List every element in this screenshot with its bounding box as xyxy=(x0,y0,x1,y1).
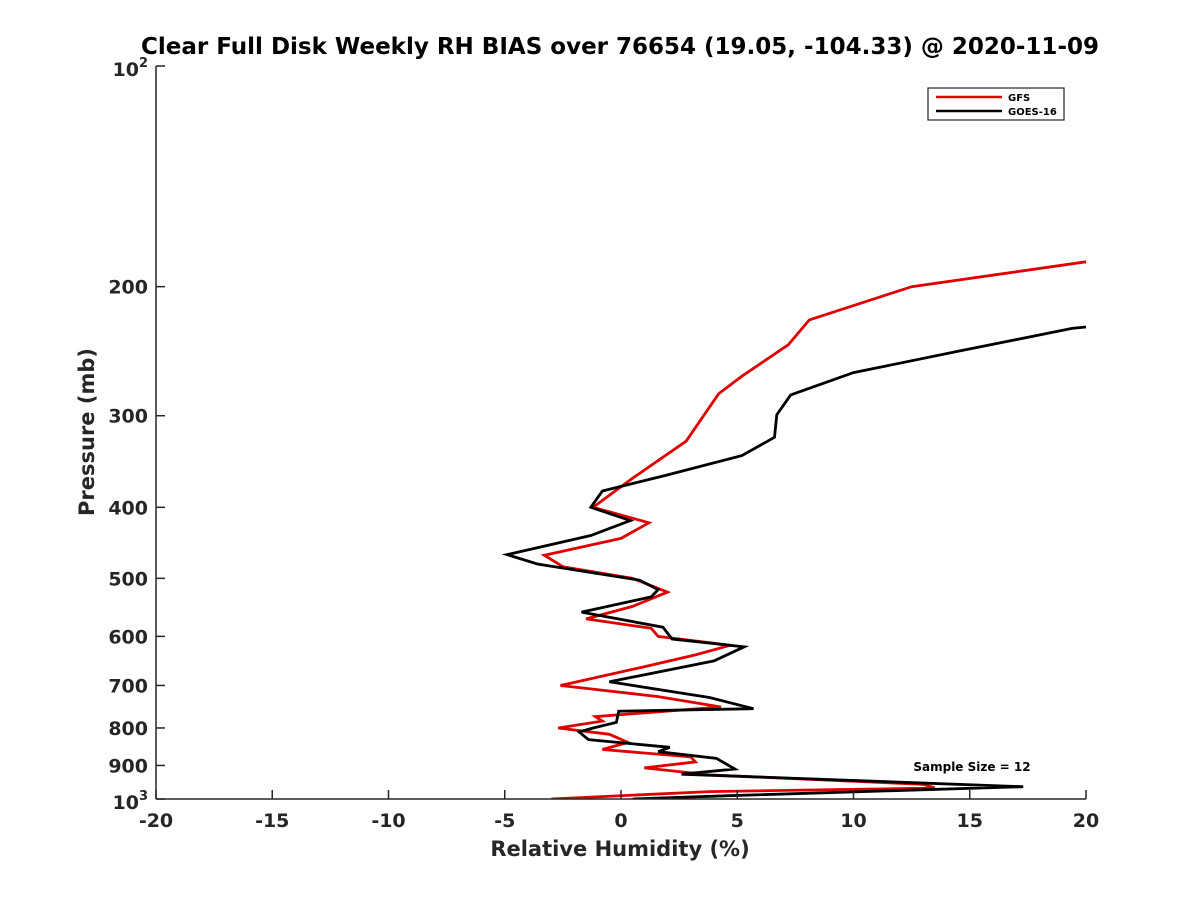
y-tick-label: 700 xyxy=(108,675,148,697)
y-tick-label-100: 102 xyxy=(113,56,149,81)
legend-label-goes16: GOES-16 xyxy=(1008,107,1057,118)
legend-label-gfs: GFS xyxy=(1008,93,1030,104)
y-tick-1000-exp: 3 xyxy=(139,789,148,804)
y-tick-label: 600 xyxy=(108,626,148,648)
series-line-goes16 xyxy=(501,325,1086,799)
plot-background xyxy=(156,66,1086,799)
y-axis-label: Pressure (mb) xyxy=(75,348,99,516)
sample-size-annotation: Sample Size = 12 xyxy=(913,760,1030,774)
y-tick-100-base: 10 xyxy=(113,59,139,81)
x-tick-label: 20 xyxy=(1073,810,1099,832)
x-tick-label: 0 xyxy=(614,810,627,832)
y-tick-label: 300 xyxy=(108,406,148,428)
y-tick-label: 400 xyxy=(108,497,148,519)
x-tick-label: -15 xyxy=(255,810,289,832)
y-tick-1000-base: 10 xyxy=(113,792,139,814)
x-tick-label: -5 xyxy=(494,810,515,832)
tick-layer xyxy=(155,65,1087,800)
y-tick-label: 200 xyxy=(108,277,148,299)
y-tick-label: 800 xyxy=(108,718,148,740)
x-tick-label: 10 xyxy=(840,810,866,832)
y-tick-label: 900 xyxy=(108,755,148,777)
y-tick-label-1000: 103 xyxy=(113,789,149,814)
x-tick-labels: -20 -15 -10 -5 0 5 10 15 20 xyxy=(139,810,1099,832)
chart-title: Clear Full Disk Weekly RH BIAS over 7665… xyxy=(141,34,1099,60)
series-layer xyxy=(501,260,1086,799)
x-axis-label: Relative Humidity (%) xyxy=(490,837,749,861)
x-tick-label: -20 xyxy=(139,810,173,832)
legend-box xyxy=(927,87,1065,121)
y-tick-100-exp: 2 xyxy=(139,56,148,71)
x-tick-label: -10 xyxy=(371,810,405,832)
y-tick-labels: 200 300 400 500 600 700 800 900 xyxy=(108,277,148,778)
x-tick-label: 15 xyxy=(957,810,983,832)
legend: GFS GOES-16 xyxy=(927,87,1065,121)
plot-area xyxy=(155,65,1087,800)
x-tick-label: 5 xyxy=(731,810,744,832)
y-tick-label: 500 xyxy=(108,568,148,590)
